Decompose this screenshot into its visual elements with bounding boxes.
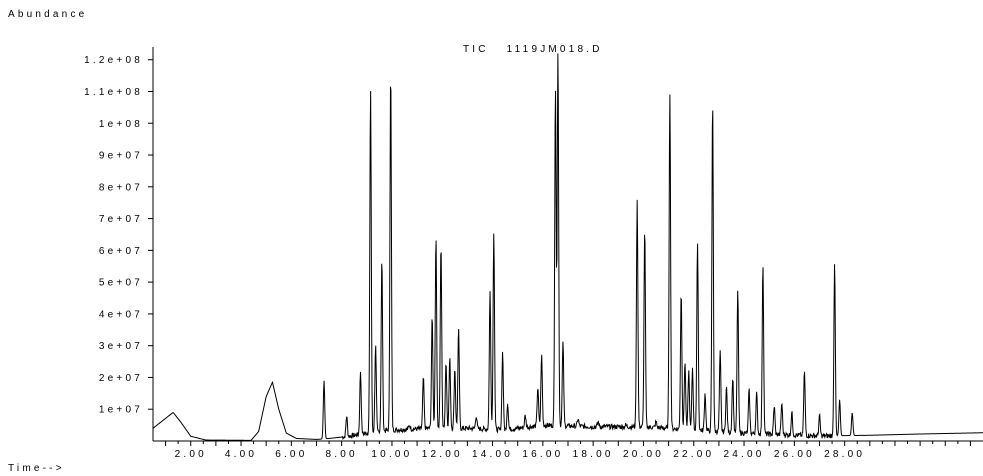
x-tick-label: 10.00: [371, 449, 412, 460]
x-tick-label: 16.00: [522, 449, 563, 460]
y-tick-label: 1.1e+08: [84, 87, 143, 98]
x-tick-label: 20.00: [623, 449, 664, 460]
y-tick-label: 4e+07: [99, 309, 143, 320]
chart-title: TIC 1119JM018.D: [463, 44, 603, 55]
x-tick-label: 26.00: [774, 449, 815, 460]
y-tick-label: 1e+08: [99, 119, 143, 130]
x-axis-label: Time-->: [8, 463, 65, 474]
y-tick-label: 2e+07: [99, 373, 143, 384]
x-tick-label: 2.00: [175, 449, 207, 460]
x-tick-label: 22.00: [673, 449, 714, 460]
y-axis-label: Abundance: [8, 9, 87, 20]
x-tick-label: 28.00: [824, 449, 865, 460]
y-tick-label: 9e+07: [99, 151, 143, 162]
x-tick-label: 12.00: [422, 449, 463, 460]
x-tick-label: 6.00: [275, 449, 307, 460]
y-tick-label: 8e+07: [99, 182, 143, 193]
x-tick-label: 18.00: [573, 449, 614, 460]
tic-trace: [152, 53, 983, 441]
y-tick-label: 6e+07: [99, 246, 143, 257]
y-tick-label: 7e+07: [99, 214, 143, 225]
y-tick-label: 3e+07: [99, 341, 143, 352]
x-tick-label: 8.00: [326, 449, 358, 460]
x-tick-label: 14.00: [472, 449, 513, 460]
y-tick-label: 5e+07: [99, 278, 143, 289]
y-axis: 1e+07 2e+07 3e+07 4e+07 5e+07 6e+07 7e+07 8e+07…: [84, 47, 154, 441]
y-tick-label: 1.2e+08: [84, 55, 143, 66]
x-axis: 2.00 4.00 6.00 8.00 10.00 12.00 14.00 16.00 18.0…: [153, 440, 983, 460]
x-tick-label: 4.00: [225, 449, 257, 460]
y-tick-label: 1e+07: [99, 405, 143, 416]
x-tick-label: 24.00: [724, 449, 765, 460]
